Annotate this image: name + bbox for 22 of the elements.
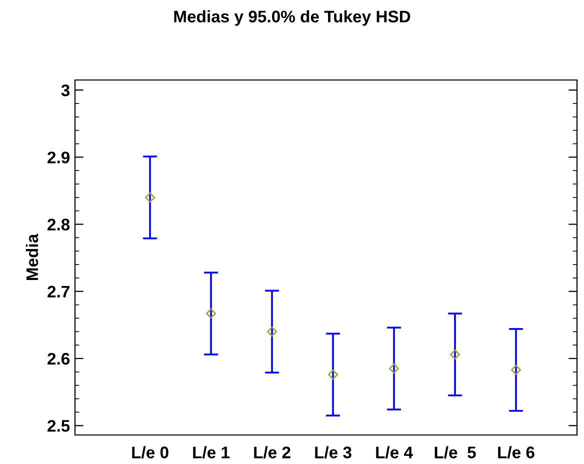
point bbox=[144, 192, 156, 203]
point bbox=[266, 326, 278, 337]
point bbox=[510, 364, 522, 375]
x-tick-label: L/e 4 bbox=[376, 446, 413, 459]
y-tick-label: 2.8 bbox=[48, 218, 70, 230]
y-axis-title: Media bbox=[26, 234, 38, 280]
y-tick-label: 2.7 bbox=[48, 286, 70, 298]
point bbox=[328, 370, 338, 380]
x-tick-label: L/e 2 bbox=[254, 446, 290, 459]
x-tick-label: L/e 5 bbox=[434, 446, 476, 459]
x-tick-label: L/e 1 bbox=[193, 446, 230, 459]
x-tick-label: L/e 6 bbox=[498, 446, 534, 459]
x-tick-label: L/e 0 bbox=[132, 446, 168, 459]
y-tick-label: 2.6 bbox=[48, 352, 70, 365]
x-tick-label: L/e 3 bbox=[315, 446, 352, 459]
chart-title: Medias y 95.0% de Tukey HSD bbox=[174, 10, 410, 26]
y-tick-label: 3 bbox=[61, 84, 70, 96]
y-tick-label: 2.9 bbox=[48, 152, 70, 164]
point bbox=[450, 349, 460, 360]
point bbox=[388, 363, 400, 374]
point bbox=[206, 308, 216, 319]
y-tick-label: 2.5 bbox=[48, 420, 70, 432]
